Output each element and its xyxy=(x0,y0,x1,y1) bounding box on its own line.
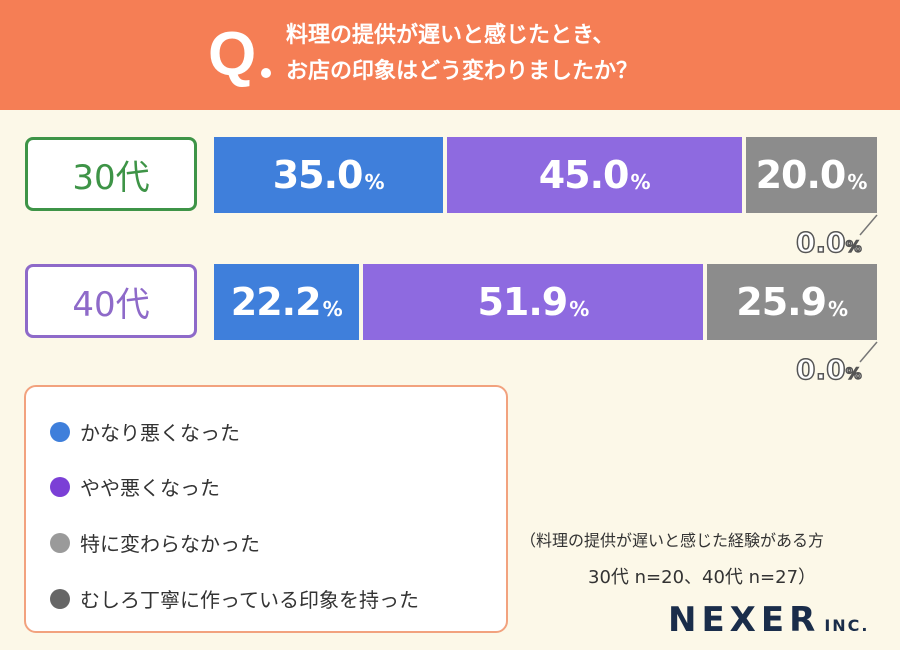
bar-segment: 45.0% xyxy=(447,137,742,213)
leader-line xyxy=(859,341,878,363)
brand-name: NEXER xyxy=(668,600,821,640)
data-label-zero: 0.0% xyxy=(795,225,863,260)
category-label: 30代 xyxy=(25,137,197,211)
bar-segment: 51.9% xyxy=(363,264,704,340)
data-label: 51.9 xyxy=(477,280,568,324)
q-mark-dot xyxy=(261,68,271,78)
legend: かなり悪くなった やや悪くなった 特に変わらなかった むしろ丁寧に作っている印象… xyxy=(24,385,508,633)
bar-segment: 22.2% xyxy=(214,264,360,340)
bar-segment: 35.0% xyxy=(214,137,444,213)
data-label-zero: 0.0% xyxy=(795,352,863,387)
data-label: 0.0 xyxy=(795,352,846,387)
data-label-unit: % xyxy=(322,297,343,321)
legend-dot-icon xyxy=(50,588,70,609)
legend-item: やや悪くなった xyxy=(50,472,220,501)
brand-logo: NEXER INC. xyxy=(668,600,869,640)
data-label: 35.0 xyxy=(272,153,364,197)
legend-item: 特に変わらなかった xyxy=(50,528,260,557)
legend-label: やや悪くなった xyxy=(80,476,220,500)
bar-segment: 20.0% xyxy=(746,137,877,213)
bar-segment: 25.9% xyxy=(707,264,877,340)
legend-label: かなり悪くなった xyxy=(80,421,240,445)
data-label-unit: % xyxy=(569,297,590,321)
legend-item: かなり悪くなった xyxy=(50,417,240,446)
question-line-1: 料理の提供が遅いと感じたとき、 xyxy=(286,23,615,48)
data-label-unit: % xyxy=(828,297,849,321)
legend-label: 特に変わらなかった xyxy=(80,532,260,556)
brand-suffix: INC. xyxy=(824,616,870,635)
data-label: 0.0 xyxy=(795,225,846,260)
question-line-2: お店の印象はどう変わりましたか？ xyxy=(286,59,639,84)
data-label-unit: % xyxy=(364,170,385,194)
question-text: 料理の提供が遅いと感じたとき、 お店の印象はどう変わりましたか？ xyxy=(286,18,638,90)
data-label: 45.0 xyxy=(538,153,630,197)
data-label-unit: % xyxy=(847,170,868,194)
leader-line xyxy=(859,214,878,236)
footnote-line-1: （料理の提供が遅いと感じた経験がある方 xyxy=(520,531,825,550)
category-label: 40代 xyxy=(25,264,197,338)
question-header: Q 料理の提供が遅いと感じたとき、 お店の印象はどう変わりましたか？ xyxy=(0,0,900,110)
legend-item: むしろ丁寧に作っている印象を持った xyxy=(50,584,419,613)
legend-dot-icon xyxy=(50,532,70,553)
footnote-line-2: 30代 n=20、40代 n=27） xyxy=(588,567,817,588)
legend-dot-icon xyxy=(50,421,70,442)
data-label-unit: % xyxy=(630,170,651,194)
legend-dot-icon xyxy=(50,476,70,497)
data-label: 20.0 xyxy=(755,153,847,197)
data-label: 22.2 xyxy=(230,280,322,324)
q-mark: Q xyxy=(208,20,257,89)
legend-label: むしろ丁寧に作っている印象を持った xyxy=(80,588,419,612)
data-label: 25.9 xyxy=(736,280,827,324)
data-label-unit: % xyxy=(845,363,863,384)
data-label-unit: % xyxy=(845,236,863,257)
